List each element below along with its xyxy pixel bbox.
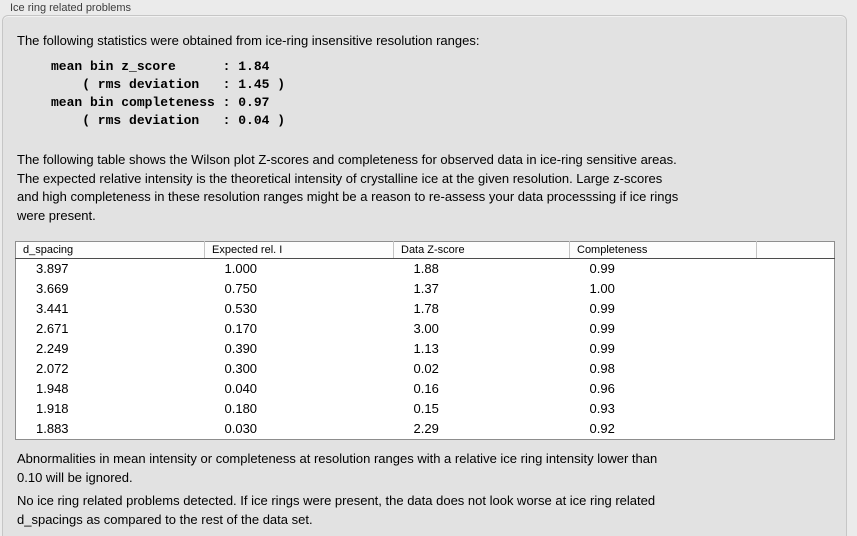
table-cell: 0.99 xyxy=(589,321,615,336)
table-cell xyxy=(757,339,835,359)
ice-ring-group-box: The following statistics were obtained f… xyxy=(2,15,847,536)
table-cell: 3.00 xyxy=(413,321,439,336)
table-row[interactable]: 1.918 0.180 0.15 0.93 xyxy=(16,399,835,419)
column-header-d-spacing[interactable]: d_spacing xyxy=(15,241,205,259)
column-header-completeness[interactable]: Completeness xyxy=(569,241,757,259)
table-cell xyxy=(757,379,835,399)
table-cell: 0.98 xyxy=(589,361,615,376)
table-cell: 0.180 xyxy=(224,401,258,416)
table-cell: 1.37 xyxy=(413,281,439,296)
conclusion-text: No ice ring related problems detected. I… xyxy=(17,493,656,527)
table-cell: 1.78 xyxy=(413,301,439,316)
table-cell: 1.948 xyxy=(36,381,69,396)
table-cell xyxy=(757,399,835,419)
table-cell: 2.29 xyxy=(413,421,439,436)
table-cell: 2.072 xyxy=(36,361,69,376)
table-row[interactable]: 2.072 0.300 0.02 0.98 xyxy=(16,359,835,379)
table-cell: 1.883 xyxy=(36,421,69,436)
mean-bin-statistics-block: mean bin z_score : 1.84 ( rms deviation … xyxy=(51,59,286,128)
table-cell xyxy=(757,299,835,319)
table-cell: 1.13 xyxy=(413,341,439,356)
statistics-intro-text: The following statistics were obtained f… xyxy=(17,33,480,48)
table-cell: 0.15 xyxy=(413,401,439,416)
table-cell xyxy=(757,279,835,299)
table-cell: 0.02 xyxy=(413,361,439,376)
table-row[interactable]: 2.249 0.390 1.13 0.99 xyxy=(16,339,835,359)
table-cell: 0.170 xyxy=(224,321,258,336)
table-row[interactable]: 3.441 0.530 1.78 0.99 xyxy=(16,299,835,319)
table-row[interactable]: 1.883 0.030 2.29 0.92 xyxy=(16,419,835,440)
table-cell: 1.000 xyxy=(224,261,258,276)
ice-ring-table: d_spacing Expected rel. I Data Z-score C… xyxy=(15,241,835,440)
table-row[interactable]: 3.897 1.000 1.88 0.99 xyxy=(16,259,835,280)
table-cell: 0.99 xyxy=(589,341,615,356)
table-cell: 0.92 xyxy=(589,421,615,436)
table-cell: 0.96 xyxy=(589,381,615,396)
table-cell: 2.249 xyxy=(36,341,69,356)
table-cell: 0.99 xyxy=(589,301,615,316)
table-row[interactable]: 1.948 0.040 0.16 0.96 xyxy=(16,379,835,399)
table-cell: 0.99 xyxy=(589,261,615,276)
table-cell: 3.669 xyxy=(36,281,69,296)
table-cell xyxy=(757,259,835,280)
group-box-title: Ice ring related problems xyxy=(10,2,132,14)
table-cell xyxy=(757,419,835,440)
table-cell: 1.918 xyxy=(36,401,69,416)
table-description-text: The following table shows the Wilson plo… xyxy=(17,152,679,223)
table-row[interactable]: 3.669 0.750 1.37 1.00 xyxy=(16,279,835,299)
table-cell: 0.390 xyxy=(224,341,258,356)
table-cell: 0.93 xyxy=(589,401,615,416)
table-cell: 1.00 xyxy=(589,281,615,296)
table-cell: 0.030 xyxy=(224,421,258,436)
column-header-empty xyxy=(756,241,835,259)
column-header-expected-rel-i[interactable]: Expected rel. I xyxy=(204,241,394,259)
column-header-data-z-score[interactable]: Data Z-score xyxy=(393,241,570,259)
table-cell: 0.16 xyxy=(413,381,439,396)
table-cell: 0.300 xyxy=(224,361,258,376)
table-row[interactable]: 2.671 0.170 3.00 0.99 xyxy=(16,319,835,339)
table-cell: 0.750 xyxy=(224,281,258,296)
ignored-threshold-note-text: Abnormalities in mean intensity or compl… xyxy=(17,451,658,485)
table-header-row: d_spacing Expected rel. I Data Z-score C… xyxy=(15,241,835,259)
table-cell: 3.441 xyxy=(36,301,69,316)
table-cell: 3.897 xyxy=(36,261,69,276)
table-cell: 2.671 xyxy=(36,321,69,336)
table-cell xyxy=(757,319,835,339)
table-cell: 0.040 xyxy=(224,381,258,396)
table-cell: 0.530 xyxy=(224,301,258,316)
table-cell xyxy=(757,359,835,379)
table-cell: 1.88 xyxy=(413,261,439,276)
